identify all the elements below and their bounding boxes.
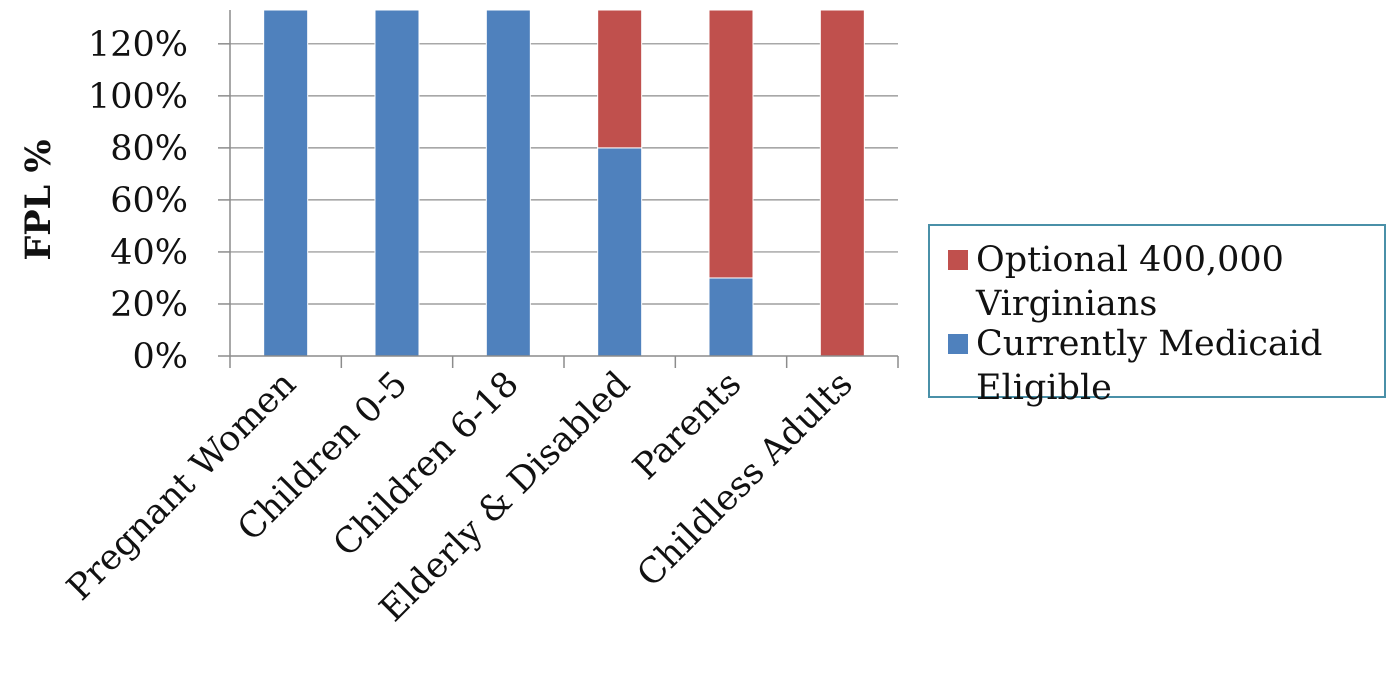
x-tick-label: Childless Adults <box>630 364 861 595</box>
bars <box>263 9 865 357</box>
y-tick-label: 40% <box>110 233 188 273</box>
legend-label-optional: Optional 400,000 Virginians <box>976 240 1284 324</box>
axes <box>218 10 899 368</box>
y-tick-labels: 0% 20% 40% 60% 80% 100% 120% <box>88 25 188 377</box>
bar-segment <box>597 147 643 357</box>
legend: Optional 400,000 Virginians Currently Me… <box>928 224 1386 408</box>
y-tick-label: 0% <box>132 337 188 377</box>
bar-segment <box>597 9 643 149</box>
y-axis-label: FPL % <box>18 139 59 260</box>
legend-item-currently-eligible: Currently Medicaid Eligible <box>948 322 1366 410</box>
y-tick-label: 80% <box>110 129 188 169</box>
gridlines <box>230 43 898 305</box>
legend-swatch-optional <box>948 250 968 270</box>
legend-label-currently-eligible: Currently Medicaid Eligible <box>976 324 1323 408</box>
bar-segment <box>263 9 309 357</box>
bar-segment <box>374 9 420 357</box>
bar-segment <box>819 9 865 357</box>
legend-item-optional: Optional 400,000 Virginians <box>948 238 1366 326</box>
y-tick-label: 20% <box>110 285 188 325</box>
y-tick-label: 100% <box>88 77 188 117</box>
legend-swatch-currently-eligible <box>948 334 968 354</box>
y-tick-label: 60% <box>110 181 188 221</box>
bar-segment <box>708 277 754 357</box>
bar-segment <box>708 9 754 279</box>
bar-segment <box>485 9 531 357</box>
y-tick-label: 120% <box>88 25 188 65</box>
